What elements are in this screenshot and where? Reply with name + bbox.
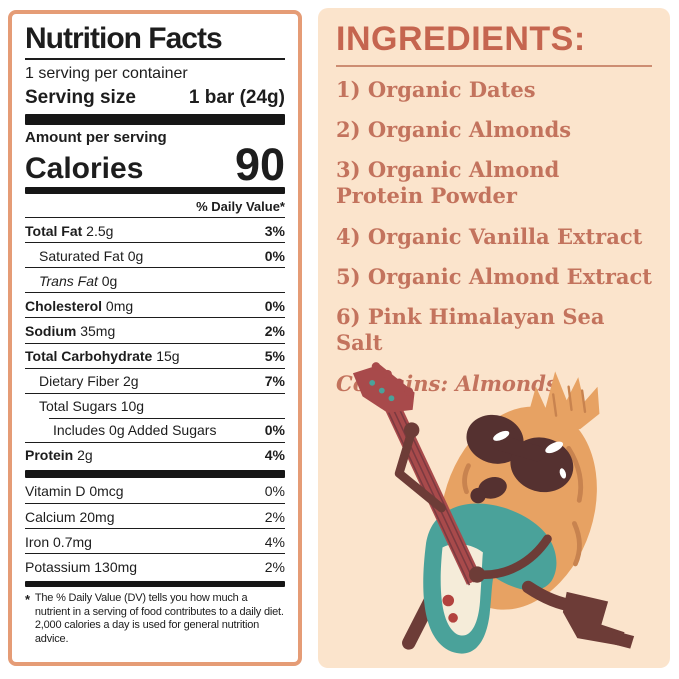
ingredients-list: 1) Organic Dates 2) Organic Almonds 3) Org…: [336, 77, 652, 357]
nutrient-row: Total Carbohydrate 15g 5%: [25, 342, 285, 368]
nutrient-row: Total Fat 2.5g 3%: [25, 222, 285, 239]
calories-label: Calories: [25, 151, 144, 185]
ingredients-panel: INGREDIENTS: 1) Organic Dates 2) Organic …: [318, 8, 670, 668]
ingredient-item: 5) Organic Almond Extract: [336, 263, 652, 289]
micronutrient-row: Potassium 130mg 2%: [25, 553, 285, 578]
nutrient-row: Includes 0g Added Sugars 0%: [25, 417, 285, 442]
lens-glint: [493, 430, 510, 441]
nutrition-facts-title: Nutrition Facts: [25, 22, 285, 60]
lens-glint: [559, 468, 567, 479]
ingredient-item: 1) Organic Dates: [336, 76, 536, 102]
divider-bar-thick: [25, 113, 285, 125]
nutrient-row: Total Sugars 10g: [25, 392, 285, 418]
daily-value-header: % Daily Value*: [25, 195, 285, 219]
calories-row: Calories 90: [25, 138, 285, 190]
serving-size-label: Serving size: [25, 86, 136, 108]
almond-arms: [394, 422, 552, 583]
micronutrient-row: Iron 0.7mg 4%: [25, 528, 285, 553]
nutrient-row: Dietary Fiber 2g 7%: [25, 367, 285, 393]
calories-value: 90: [234, 138, 285, 190]
ingredient-item: 6) Pink Himalayan Sea Salt: [336, 304, 605, 356]
ingredient-item: 4) Organic Vanilla Extract: [336, 223, 643, 249]
ingredient-item: 3) Organic Almond Protein Powder: [336, 157, 560, 209]
micronutrient-row: Vitamin D 0mcg 0%: [25, 483, 285, 500]
nutrient-row: Cholesterol 0mg 0%: [25, 292, 285, 317]
serving-size-row: Serving size 1 bar (24g): [25, 86, 285, 110]
almond-guitarist-illustration: [352, 362, 635, 654]
nutrient-row: Sodium 35mg 2%: [25, 317, 285, 342]
divider-bar-medium: [25, 187, 285, 195]
nutrient-row: Saturated Fat 0g 0%: [25, 242, 285, 267]
nutrient-rows: Total Fat 2.5g 3% Saturated Fat 0g 0% Trans …: [25, 218, 285, 467]
nutrition-facts-label: Nutrition Facts 1 serving per container …: [8, 10, 302, 666]
daily-value-footnote: * The % Daily Value (DV) tells you how m…: [25, 592, 285, 646]
nutrient-row: Protein 2g 4%: [25, 441, 285, 467]
guitar-neck-icon: [352, 362, 482, 586]
mouth-icon: [470, 476, 507, 504]
amount-per-serving-label: Amount per serving: [25, 128, 167, 146]
serving-size-value: 1 bar (24g): [188, 86, 285, 108]
ingredients-heading: INGREDIENTS:: [336, 21, 652, 67]
ingredient-item: 2) Organic Almonds: [336, 116, 572, 142]
servings-per-container: 1 serving per container: [25, 65, 188, 82]
almond-right-leg-boot: [521, 580, 635, 649]
footnote-text: The % Daily Value (DV) tells you how muc…: [34, 592, 284, 645]
footnote-asterisk: *: [25, 592, 30, 608]
micronutrient-row: Calcium 20mg 2%: [25, 503, 285, 528]
micronutrient-rows: Vitamin D 0mcg 0% Calcium 20mg 2% Iron 0.7mg…: [25, 479, 285, 578]
nutrient-row: Trans Fat 0g: [25, 267, 285, 292]
divider-bar-medium: [25, 469, 285, 478]
lens-glint: [545, 441, 564, 454]
divider-bar-thin: [25, 581, 285, 588]
